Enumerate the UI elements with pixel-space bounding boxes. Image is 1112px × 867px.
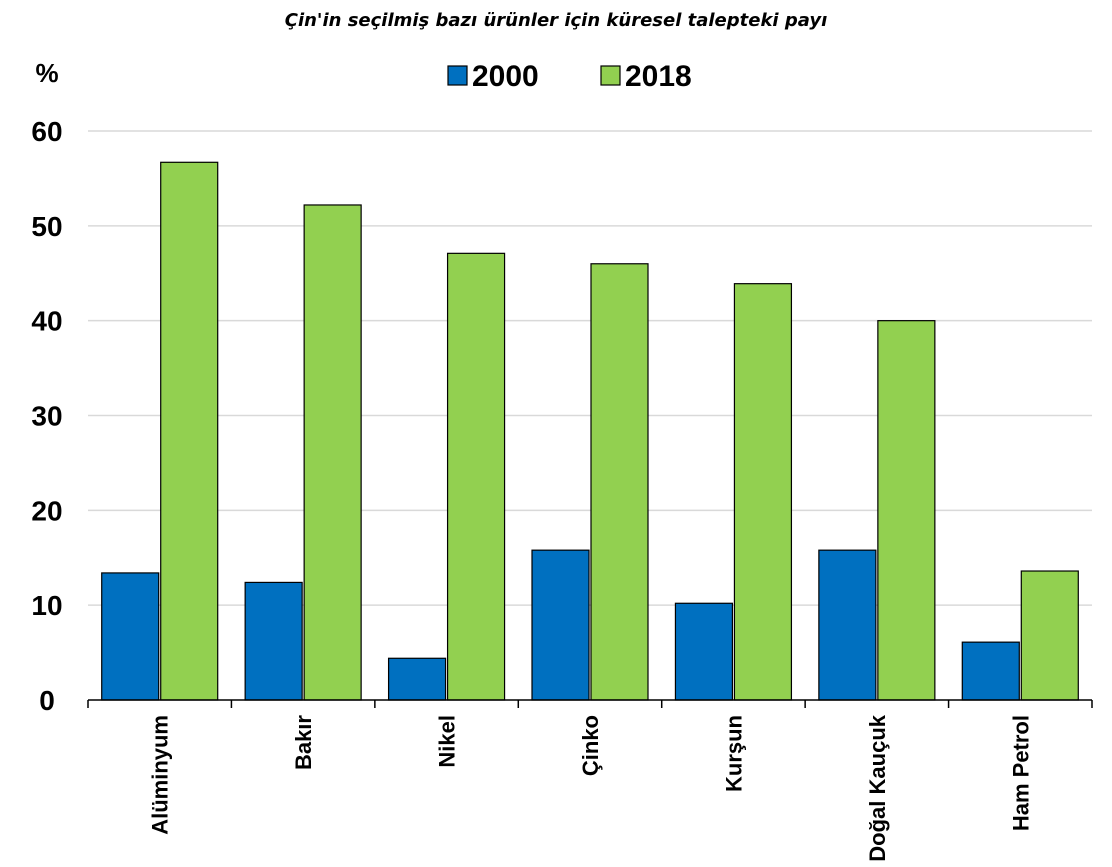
bar-2018-kurşun — [733, 283, 793, 701]
y-tick-label: 20 — [31, 495, 62, 526]
y-axis-unit-label: % — [35, 58, 58, 88]
bar-2000-kurşun — [674, 602, 734, 701]
y-tick-label: 10 — [31, 590, 62, 621]
y-tick-label: 50 — [31, 211, 62, 242]
bar-2000-çinko — [531, 549, 590, 701]
legend-swatch-2018 — [600, 65, 621, 86]
bar-2000-ham-petrol — [961, 641, 1020, 701]
x-axis — [87, 699, 1093, 708]
bar-2018-doğal-kauçuk — [877, 320, 936, 701]
x-tick-label: Doğal Kauçuk — [865, 714, 890, 861]
x-axis-labels: Alüminyum Bakır Nikel Çinko Kurşun Doğal Kauç… — [148, 714, 1034, 861]
bar-2018-bakır — [303, 204, 362, 701]
x-tick-label: Ham Petrol — [1008, 715, 1033, 831]
legend-label-2000: 2000 — [472, 60, 539, 93]
bar-2000-nikel — [387, 657, 447, 701]
gridlines — [88, 130, 1092, 606]
bar-2018-ham-petrol — [1020, 570, 1079, 701]
y-axis-ticks: 0 10 20 30 40 50 60 — [31, 116, 62, 716]
legend-label-2018: 2018 — [625, 60, 692, 93]
y-tick-label: 0 — [39, 685, 55, 716]
x-tick-label: Nikel — [435, 715, 460, 768]
legend: 2000 2018 — [447, 60, 692, 93]
y-tick-label: 40 — [31, 306, 62, 337]
x-tick-label: Bakır — [291, 715, 316, 770]
y-tick-label: 60 — [31, 116, 62, 147]
bar-2018-nikel — [446, 252, 506, 701]
x-tick-label: Çinko — [578, 715, 603, 776]
x-tick-label: Kurşun — [721, 715, 746, 792]
chart-title: Çin'in seçilmiş bazı ürünler için kürese… — [285, 10, 828, 31]
bar-2018-alüminyum — [160, 161, 219, 701]
bar-2000-bakır — [244, 581, 303, 701]
bars — [101, 161, 1079, 701]
legend-swatch-2000 — [447, 65, 468, 86]
x-tick-label: Alüminyum — [148, 715, 173, 835]
y-tick-label: 30 — [31, 401, 62, 432]
bar-2000-doğal-kauçuk — [818, 549, 877, 701]
bar-2000-alüminyum — [101, 572, 160, 701]
bar-2018-çinko — [590, 263, 649, 701]
